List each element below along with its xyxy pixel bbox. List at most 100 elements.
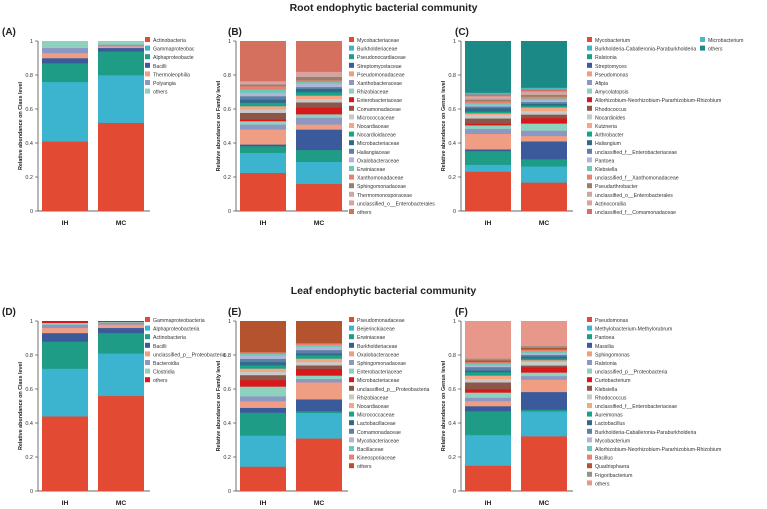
legend-swatch: [587, 88, 592, 94]
bar-segment: [465, 434, 511, 466]
x-tick-label: IH: [485, 500, 492, 507]
bar-segment: [296, 83, 342, 88]
legend-label: Rhodococcus: [595, 395, 627, 401]
y-axis-label: Relative abundance on Family level: [216, 360, 222, 451]
bar-segment: [296, 102, 342, 108]
legend-label: Bacilli: [153, 64, 167, 70]
legend-label: Sphingomonadaceae: [357, 361, 406, 367]
bar-segment: [296, 411, 342, 414]
bar-segment: [42, 322, 88, 325]
legend-label: Erwiniaceae: [357, 335, 385, 341]
legend-swatch: [587, 62, 592, 68]
legend-label: unclassified_f__Enterobacteriaceae: [595, 404, 677, 410]
bar-segment: [521, 391, 567, 410]
bar-segment: [296, 86, 342, 89]
legend-label: Allorhizobium-Neorhizobium-Pararhizobium…: [595, 98, 721, 104]
y-tick-label: 0.6: [448, 107, 456, 113]
bar-segment: [240, 172, 286, 212]
y-tick-label: 0: [30, 489, 33, 495]
bar-segment: [465, 363, 511, 366]
legend-swatch: [349, 200, 354, 206]
legend-swatch: [587, 174, 592, 180]
y-tick-label: 1: [228, 319, 231, 325]
legend-swatch: [145, 368, 150, 374]
bar-segment: [296, 353, 342, 356]
bar-segment: [465, 111, 511, 114]
legend-label: Quadrisphaera: [595, 464, 629, 470]
bar-segment: [240, 407, 286, 413]
bar-segment: [296, 355, 342, 359]
legend-label: Lactobacillaceae: [357, 421, 396, 427]
bar-segment: [521, 409, 567, 412]
bar-segment: [521, 100, 567, 103]
y-tick-label: 1: [30, 39, 33, 45]
x-tick-label: IH: [260, 500, 267, 507]
bar-segment: [98, 332, 144, 354]
legend-swatch: [145, 80, 150, 85]
x-tick-label: MC: [539, 220, 550, 227]
legend-swatch: [587, 463, 592, 469]
bar-segment: [240, 355, 286, 359]
bar-segment: [521, 375, 567, 380]
y-tick-label: 0.4: [448, 141, 456, 147]
bar-segment: [465, 465, 511, 492]
bar-segment: [296, 95, 342, 100]
bar-segment: [296, 438, 342, 492]
y-tick-label: 0.4: [25, 141, 33, 147]
y-tick-label: 0.8: [25, 73, 33, 79]
legend-swatch: [587, 403, 592, 408]
legend-swatch: [349, 351, 354, 357]
legend-label: Rhizobiaceae: [357, 90, 389, 96]
legend-label: Burkholderia-Caballeronia-Paraburkholder…: [595, 47, 696, 53]
bar-segment: [240, 146, 286, 153]
legend-swatch: [349, 325, 354, 331]
legend-label: Kineosporiaceae: [357, 456, 396, 462]
bar-segment: [465, 171, 511, 212]
bar-segment: [98, 321, 144, 323]
y-axis-label: Relative abundance on Class level: [18, 361, 24, 450]
bar-segment: [521, 352, 567, 355]
bar-segment: [240, 121, 286, 125]
bar-segment: [296, 412, 342, 439]
legend-label: others: [708, 47, 723, 53]
panel-label: (B): [228, 27, 242, 38]
legend-label: Nocardiaceae: [357, 404, 389, 410]
y-tick-label: 0.6: [25, 387, 33, 393]
legend-label: Mycobacterium: [595, 38, 630, 44]
bar-segment: [521, 101, 567, 104]
y-tick-label: 0.8: [448, 73, 456, 79]
bar-segment: [521, 130, 567, 137]
legend-label: Sphingomonas: [595, 352, 630, 358]
bar-segment: [521, 123, 567, 131]
bar-segment: [42, 368, 88, 417]
legend-label: Nocardioides: [595, 115, 626, 121]
legend-label: Streptomyces: [595, 64, 627, 70]
bar-segment: [521, 367, 567, 373]
bar-segment: [42, 63, 88, 83]
bar-segment: [296, 361, 342, 366]
bar-segment: [98, 41, 144, 45]
x-tick-label: MC: [116, 220, 127, 227]
bar-segment: [521, 436, 567, 492]
legend-swatch: [349, 463, 354, 469]
bar-segment: [521, 103, 567, 106]
bar-segment: [296, 346, 342, 351]
y-tick-label: 0.4: [223, 421, 231, 427]
y-tick-label: 0: [228, 209, 231, 215]
bar-segment: [465, 389, 511, 393]
legend-swatch: [349, 148, 354, 154]
bar-segment: [465, 106, 511, 109]
legend-label: Comamonadaceae: [357, 430, 401, 436]
legend-label: Nocardioidaceae: [357, 133, 396, 139]
bar-segment: [296, 149, 342, 162]
bar-segment: [296, 375, 342, 380]
legend-label: Alphaproteobacte: [153, 55, 194, 61]
legend-label: Allorhizobium-Neorhizobium-Pararhizobium…: [595, 447, 721, 453]
legend-label: Xanthobacteraceae: [357, 81, 402, 87]
legend-swatch: [587, 140, 592, 146]
bar-segment: [240, 352, 286, 354]
legend-swatch: [587, 80, 592, 85]
legend-label: Mycobacteriaceae: [357, 38, 399, 44]
bar-segment: [465, 358, 511, 361]
bar-segment: [521, 372, 567, 377]
